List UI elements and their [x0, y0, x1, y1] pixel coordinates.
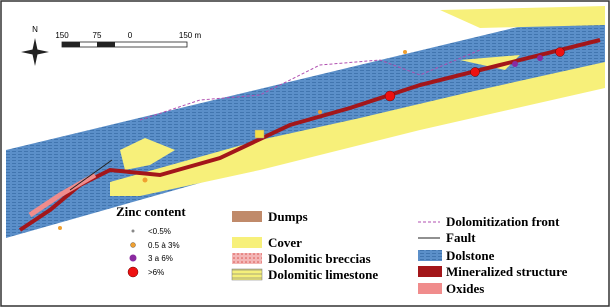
cover: [440, 6, 605, 28]
legend-label: Dumps: [268, 209, 308, 224]
legend-label: Cover: [268, 235, 302, 250]
legend-swatch: [232, 211, 262, 222]
sample: [403, 50, 407, 54]
north-label: N: [32, 25, 38, 34]
scale-label: 75: [93, 31, 102, 40]
north-arrow: N: [21, 25, 49, 66]
legend-swatch: [232, 237, 262, 248]
legend-label: Dolomitic limestone: [268, 267, 378, 282]
legend-swatch: [418, 283, 442, 294]
map-area: [6, 6, 605, 238]
legend-label: Mineralized structure: [446, 264, 568, 279]
legend-label: 3 a 6%: [148, 254, 173, 263]
legend-label: 0.5 à 3%: [148, 241, 180, 250]
scale-bar: 150 75 0 150 m: [55, 31, 201, 47]
legend-title: Zinc content: [116, 204, 186, 219]
legend-label: Dolomitization front: [446, 214, 560, 229]
scale-label: 150 m: [179, 31, 202, 40]
sample: [143, 178, 148, 183]
legend: Zinc content <0.5% 0.5 à 3% 3 a 6% >6% D…: [116, 204, 568, 296]
legend-label: Dolstone: [446, 248, 495, 263]
sample: [512, 61, 518, 67]
sample: [537, 55, 543, 61]
legend-symbol: [132, 230, 135, 233]
scale-label: 150: [55, 31, 69, 40]
sample: [471, 68, 480, 77]
legend-label: Fault: [446, 230, 476, 245]
sample: [556, 48, 565, 57]
sample: [58, 226, 62, 230]
scale-label: 0: [128, 31, 133, 40]
legend-label: Oxides: [446, 281, 484, 296]
legend-symbol: [128, 267, 138, 277]
map: N 150 75 0 150 m Zinc content <0.5% 0.5 …: [0, 0, 610, 307]
dump: [255, 130, 264, 138]
legend-swatch: [418, 250, 442, 261]
legend-label: Dolomitic breccias: [268, 251, 371, 266]
legend-swatch: [232, 269, 262, 280]
legend-swatch: [418, 266, 442, 277]
legend-symbol: [131, 243, 136, 248]
legend-swatch: [232, 253, 262, 264]
legend-label: >6%: [148, 268, 164, 277]
legend-symbol: [130, 255, 137, 262]
legend-label: <0.5%: [148, 227, 171, 236]
sample: [318, 110, 322, 114]
sample: [385, 91, 395, 101]
